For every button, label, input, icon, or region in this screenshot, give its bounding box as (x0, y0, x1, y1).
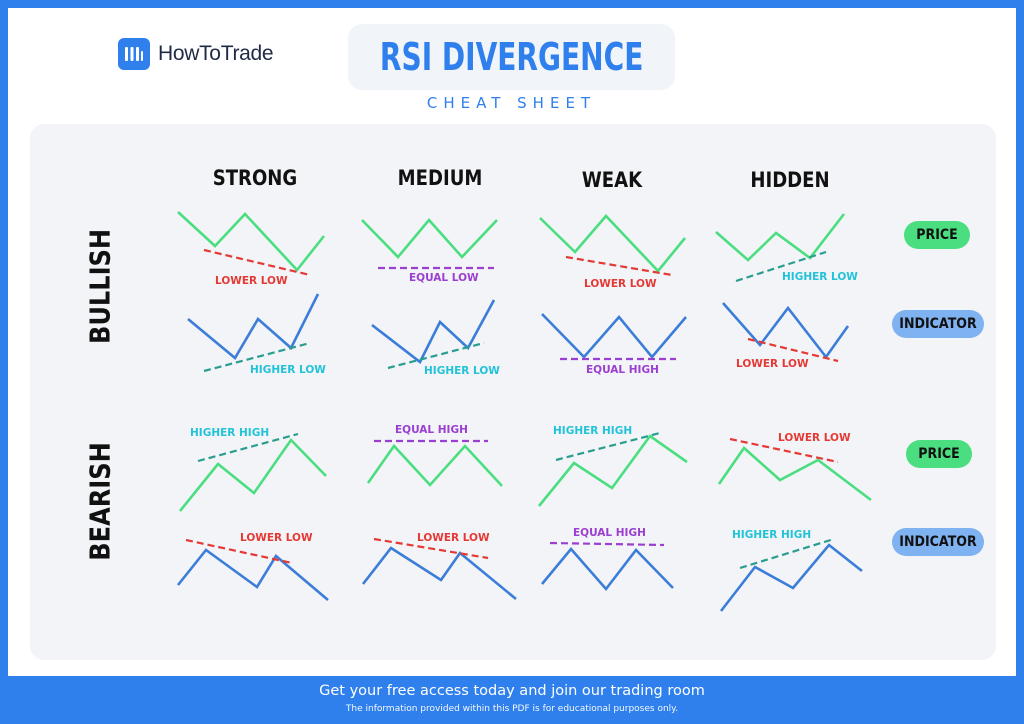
label-equal-high: EQUAL HIGH (586, 364, 659, 376)
bearish-weak-price-dash (555, 431, 661, 462)
cheat-sheet-page: HowToTrade RSI DIVERGENCE CHEAT SHEET ST… (8, 8, 1016, 676)
footer-disclaimer: The information provided within this PDF… (345, 704, 679, 714)
column-header-medium: MEDIUM (397, 166, 483, 190)
label-higher-high: HIGHER HIGH (190, 427, 269, 439)
bullish-weak-price-line (539, 214, 687, 273)
brand-name: HowToTrade (158, 42, 274, 65)
bearish-weak-price-line (537, 434, 688, 507)
bar-chart-icon (118, 38, 150, 70)
label-lower-low: LOWER LOW (584, 278, 657, 290)
label-equal-high: EQUAL HIGH (395, 424, 468, 436)
page-subtitle: CHEAT SHEET (426, 94, 597, 112)
bearish-strong-price-line (178, 437, 327, 512)
bearish-weak-indicator-line (540, 546, 674, 592)
bullish-weak-indicator-line (541, 313, 687, 360)
bullish-strong-price-dash (203, 248, 311, 277)
price-badge-bearish: PRICE (906, 440, 972, 468)
column-header-strong: STRONG (212, 166, 298, 190)
label-higher-low: HIGHER LOW (424, 365, 500, 377)
label-lower-low: LOWER LOW (736, 358, 809, 370)
label-higher-low: HIGHER LOW (250, 364, 326, 376)
divergence-diagrams: LOWER LOW EQUAL LOW LOWER LOW HIGHER LOW… (176, 211, 872, 612)
label-higher-high: HIGHER HIGH (553, 425, 632, 437)
bearish-hidden-price-line (717, 446, 872, 502)
bearish-medium-indicator-line (361, 546, 517, 601)
label-higher-low: HIGHER LOW (782, 271, 858, 283)
bearish-strong-price-dash (197, 432, 299, 463)
bullish-medium-indicator-dash (387, 341, 485, 370)
label-equal-low: EQUAL LOW (409, 272, 479, 284)
bullish-strong-price-line (177, 211, 326, 272)
bullish-medium-price-line (361, 218, 498, 259)
indicator-badge-bullish: INDICATOR (892, 310, 984, 338)
bullish-medium-indicator-line (371, 299, 496, 364)
label-lower-low: LOWER LOW (240, 532, 313, 544)
footer-cta[interactable]: Get your free access today and join our … (319, 683, 705, 699)
bearish-medium-indicator-dash (373, 537, 489, 560)
bullish-strong-indicator-dash (203, 341, 311, 373)
column-header-hidden: HIDDEN (750, 168, 830, 192)
bearish-hidden-price-dash (729, 437, 839, 464)
bearish-hidden-indicator-line (719, 543, 863, 612)
bullish-hidden-indicator-dash (747, 337, 839, 363)
bearish-medium-price-line (366, 443, 503, 487)
brand-logo[interactable]: HowToTrade (118, 38, 274, 70)
bullish-hidden-indicator-line (722, 302, 850, 360)
page-title: RSI DIVERGENCE (379, 35, 644, 79)
label-lower-low: LOWER LOW (778, 432, 851, 444)
label-higher-high: HIGHER HIGH (732, 529, 811, 541)
bullish-strong-indicator-line (187, 293, 320, 360)
bearish-weak-indicator-dash (549, 541, 665, 547)
label-lower-low: LOWER LOW (215, 275, 288, 287)
bearish-strong-indicator-line (176, 548, 329, 601)
indicator-badge-bearish: INDICATOR (892, 528, 984, 556)
bullish-hidden-price-dash (735, 250, 827, 283)
label-equal-high: EQUAL HIGH (573, 527, 646, 539)
column-header-weak: WEAK (581, 168, 643, 192)
bearish-strong-indicator-dash (185, 538, 293, 565)
label-lower-low: LOWER LOW (417, 532, 490, 544)
price-badge-bullish: PRICE (904, 221, 970, 249)
title-banner: RSI DIVERGENCE (348, 24, 675, 90)
bullish-weak-price-dash (565, 255, 673, 277)
bearish-hidden-indicator-dash (739, 537, 835, 570)
bullish-hidden-price-line (715, 213, 846, 262)
